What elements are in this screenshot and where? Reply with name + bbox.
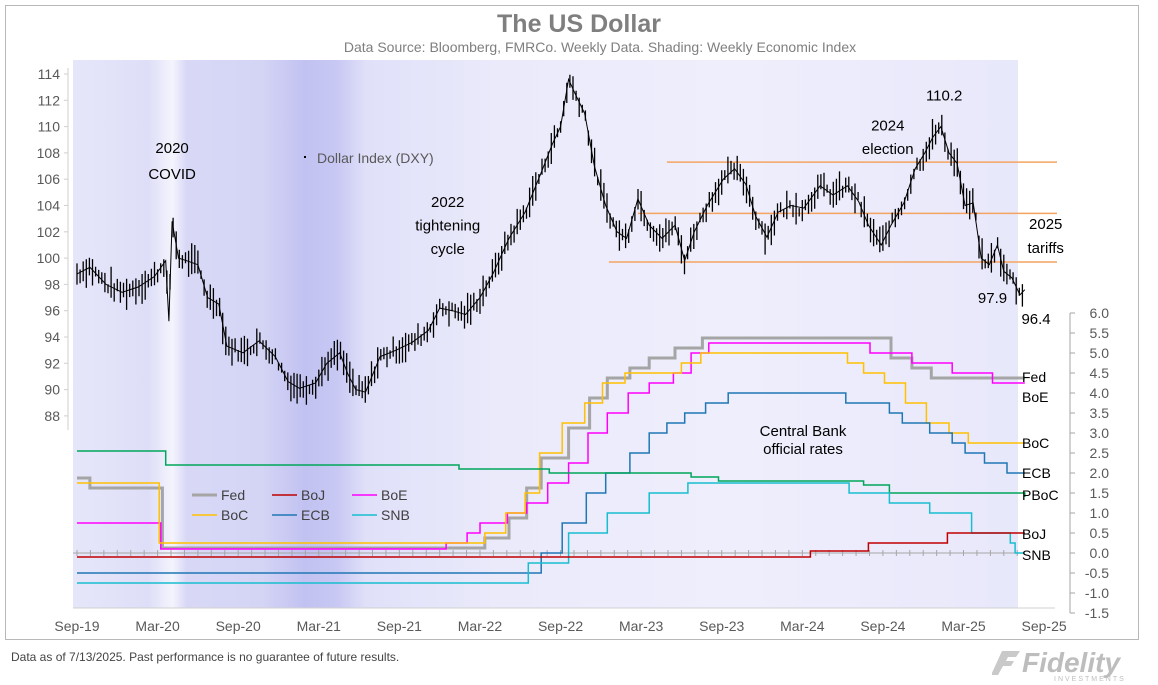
- x-axis-label: Mar-24: [780, 618, 825, 634]
- left-axis-label: 96: [44, 303, 60, 319]
- x-axis-label: Sep-19: [54, 618, 99, 634]
- chart-subtitle: Data Source: Bloomberg, FMRCo. Weekly Da…: [343, 39, 857, 55]
- rate-end-label-snb: SNB: [1022, 547, 1051, 563]
- left-axis-label: 112: [38, 92, 61, 108]
- legend-label-boj: BoJ: [301, 487, 325, 503]
- rate-end-label-ecb: ECB: [1022, 465, 1051, 481]
- right-axis-label: 4.0: [1090, 385, 1110, 401]
- annotation-covid-line2: COVID: [148, 166, 196, 183]
- right-axis-label: -0.5: [1085, 565, 1109, 581]
- x-axis-label: Mar-23: [619, 618, 664, 634]
- legend-label-ecb: ECB: [301, 507, 330, 523]
- rate-series-pboc: [77, 450, 1026, 497]
- annotation-tight-line2: tightening: [415, 217, 480, 234]
- annotation-covid-line1: 2020: [155, 140, 188, 157]
- rate-end-label-boj: BoJ: [1022, 526, 1046, 542]
- left-axis-label: 104: [37, 198, 61, 214]
- right-axis-label: -1.5: [1085, 605, 1109, 621]
- left-axis-label: 98: [44, 276, 60, 292]
- annotation-tariff-line1: 2025: [1029, 216, 1062, 233]
- dxy-legend-label: Dollar Index (DXY): [317, 150, 434, 166]
- x-axis-label: Mar-22: [458, 618, 503, 634]
- annotation-elect-line1: 2024: [871, 118, 904, 135]
- rate-series-boc: [77, 352, 1025, 544]
- right-axis-label: 4.5: [1090, 365, 1110, 381]
- right-axis-label: 0.0: [1090, 545, 1110, 561]
- logo-brand: Fidelity: [1022, 647, 1121, 678]
- rate-end-label-boc: BoC: [1022, 435, 1049, 451]
- x-axis-label: Mar-21: [297, 618, 342, 634]
- left-axis-label: 90: [44, 382, 60, 398]
- legend-label-snb: SNB: [381, 507, 410, 523]
- x-axis-label: Mar-25: [941, 618, 986, 634]
- left-axis-label: 110: [38, 119, 61, 135]
- legend-label-boe: BoE: [381, 487, 407, 503]
- fidelity-logo: Fidelity INVESTMENTS: [992, 647, 1126, 683]
- x-axis-label: Mar-20: [135, 618, 180, 634]
- rate-end-label-boe: BoE: [1022, 389, 1048, 405]
- annotation-tight-line1: 2022: [431, 194, 464, 211]
- x-axis-label: Sep-25: [1022, 618, 1067, 634]
- central-bank-label: Central Bank: [760, 423, 847, 440]
- central-bank-label: official rates: [763, 441, 843, 458]
- legend-label-fed: Fed: [221, 487, 245, 503]
- left-axis-label: 94: [44, 329, 60, 345]
- chart-title: The US Dollar: [497, 10, 661, 38]
- right-axis-label: 2.0: [1090, 465, 1110, 481]
- x-axis-label: Sep-20: [216, 618, 261, 634]
- annotation-low2: 96.4: [1021, 311, 1050, 328]
- dxy-legend-marker: [304, 156, 306, 158]
- rate-series-fed: [77, 336, 1025, 550]
- left-axis-label: 114: [38, 66, 61, 82]
- left-axis-label: 88: [44, 408, 60, 424]
- left-axis-label: 100: [37, 250, 61, 266]
- annotation-low1: 97.9: [978, 290, 1007, 307]
- footer-note: Data as of 7/13/2025. Past performance i…: [11, 650, 400, 664]
- left-axis-label: 108: [37, 145, 61, 161]
- x-axis-label: Sep-21: [377, 618, 422, 634]
- annotation-elect-line2: election: [862, 141, 914, 158]
- right-axis-label: 2.5: [1090, 445, 1110, 461]
- chart-svg: 88 90 92 94 96 98 100 102 104 106 108 110 112 114 6.0 5…: [37, 60, 1110, 634]
- rate-end-label-fed: Fed: [1022, 369, 1046, 385]
- left-axis-label: 92: [44, 355, 60, 371]
- legend-label-boc: BoC: [221, 507, 248, 523]
- right-axis-label: 1.5: [1090, 485, 1110, 501]
- right-axis-label: 6.0: [1090, 305, 1110, 321]
- annotation-tight-line3: cycle: [431, 241, 465, 258]
- right-axis-label: 1.0: [1090, 505, 1110, 521]
- right-axis-label: -1.0: [1085, 585, 1109, 601]
- x-axis-label: Sep-23: [699, 618, 744, 634]
- x-axis-label: Sep-22: [538, 618, 583, 634]
- left-axis-label: 102: [37, 224, 61, 240]
- annotation-peak: 110.2: [926, 87, 962, 104]
- right-axis-label: 0.5: [1090, 525, 1110, 541]
- rate-series-boj: [77, 532, 1025, 558]
- right-axis-label: 5.5: [1090, 325, 1110, 341]
- right-axis-label: 3.0: [1090, 425, 1110, 441]
- rate-series-ecb: [77, 392, 1025, 574]
- rate-end-label-pboc: PBoC: [1022, 487, 1059, 503]
- dxy-series-line: [76, 77, 1026, 393]
- right-axis-label: 5.0: [1090, 345, 1110, 361]
- left-axis-label: 106: [37, 171, 61, 187]
- economic-index-shading: [73, 60, 1018, 608]
- logo-sub: INVESTMENTS: [1054, 676, 1126, 683]
- annotation-tariff-line2: tariffs: [1028, 240, 1064, 257]
- right-axis-label: 3.5: [1090, 405, 1110, 421]
- x-axis-label: Sep-24: [860, 618, 905, 634]
